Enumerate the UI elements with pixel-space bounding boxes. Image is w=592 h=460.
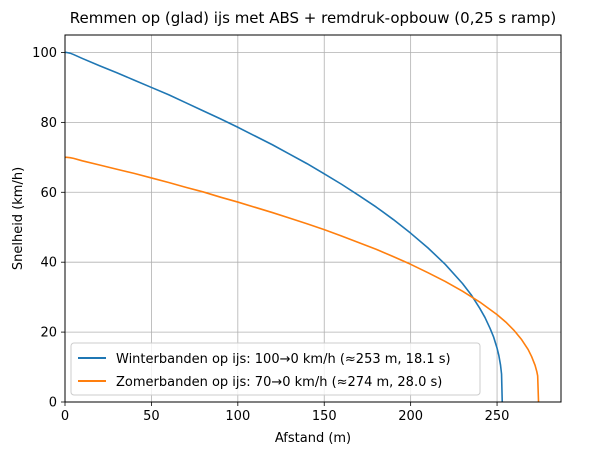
x-tick-label: 100	[225, 409, 250, 424]
y-tick-label: 40	[40, 256, 57, 271]
x-tick-label: 50	[143, 409, 160, 424]
series-line-1	[65, 156, 540, 403]
y-tick-label: 20	[40, 326, 57, 341]
y-tick-label: 100	[32, 46, 57, 61]
series-line-0	[65, 51, 504, 403]
x-tick-label: 0	[61, 409, 69, 424]
y-tick-label: 60	[40, 186, 57, 201]
series-layer	[65, 51, 540, 403]
x-tick-label: 250	[485, 409, 510, 424]
y-axis-label: Snelheid (km/h)	[11, 167, 26, 270]
legend-box	[70, 342, 481, 396]
legend-label-winterbanden: Winterbanden op ijs: 100→0 km/h (≈253 m,…	[116, 352, 451, 367]
y-tick-label: 0	[49, 396, 57, 411]
x-tick-label: 150	[312, 409, 337, 424]
y-tick-label: 80	[40, 116, 57, 131]
chart-title: Remmen op (glad) ijs met ABS + remdruk-o…	[70, 9, 557, 27]
legend: Winterbanden op ijs: 100→0 km/h (≈253 m,…	[70, 342, 481, 396]
x-axis-label: Afstand (m)	[275, 431, 351, 446]
legend-label-zomerbanden: Zomerbanden op ijs: 70→0 km/h (≈274 m, 2…	[116, 375, 442, 390]
x-axis: 0 50 100 150 200 250	[61, 402, 510, 424]
x-tick-label: 200	[398, 409, 423, 424]
y-axis: 0 20 40 60 80 100	[32, 46, 65, 411]
plot-frame	[64, 34, 562, 403]
